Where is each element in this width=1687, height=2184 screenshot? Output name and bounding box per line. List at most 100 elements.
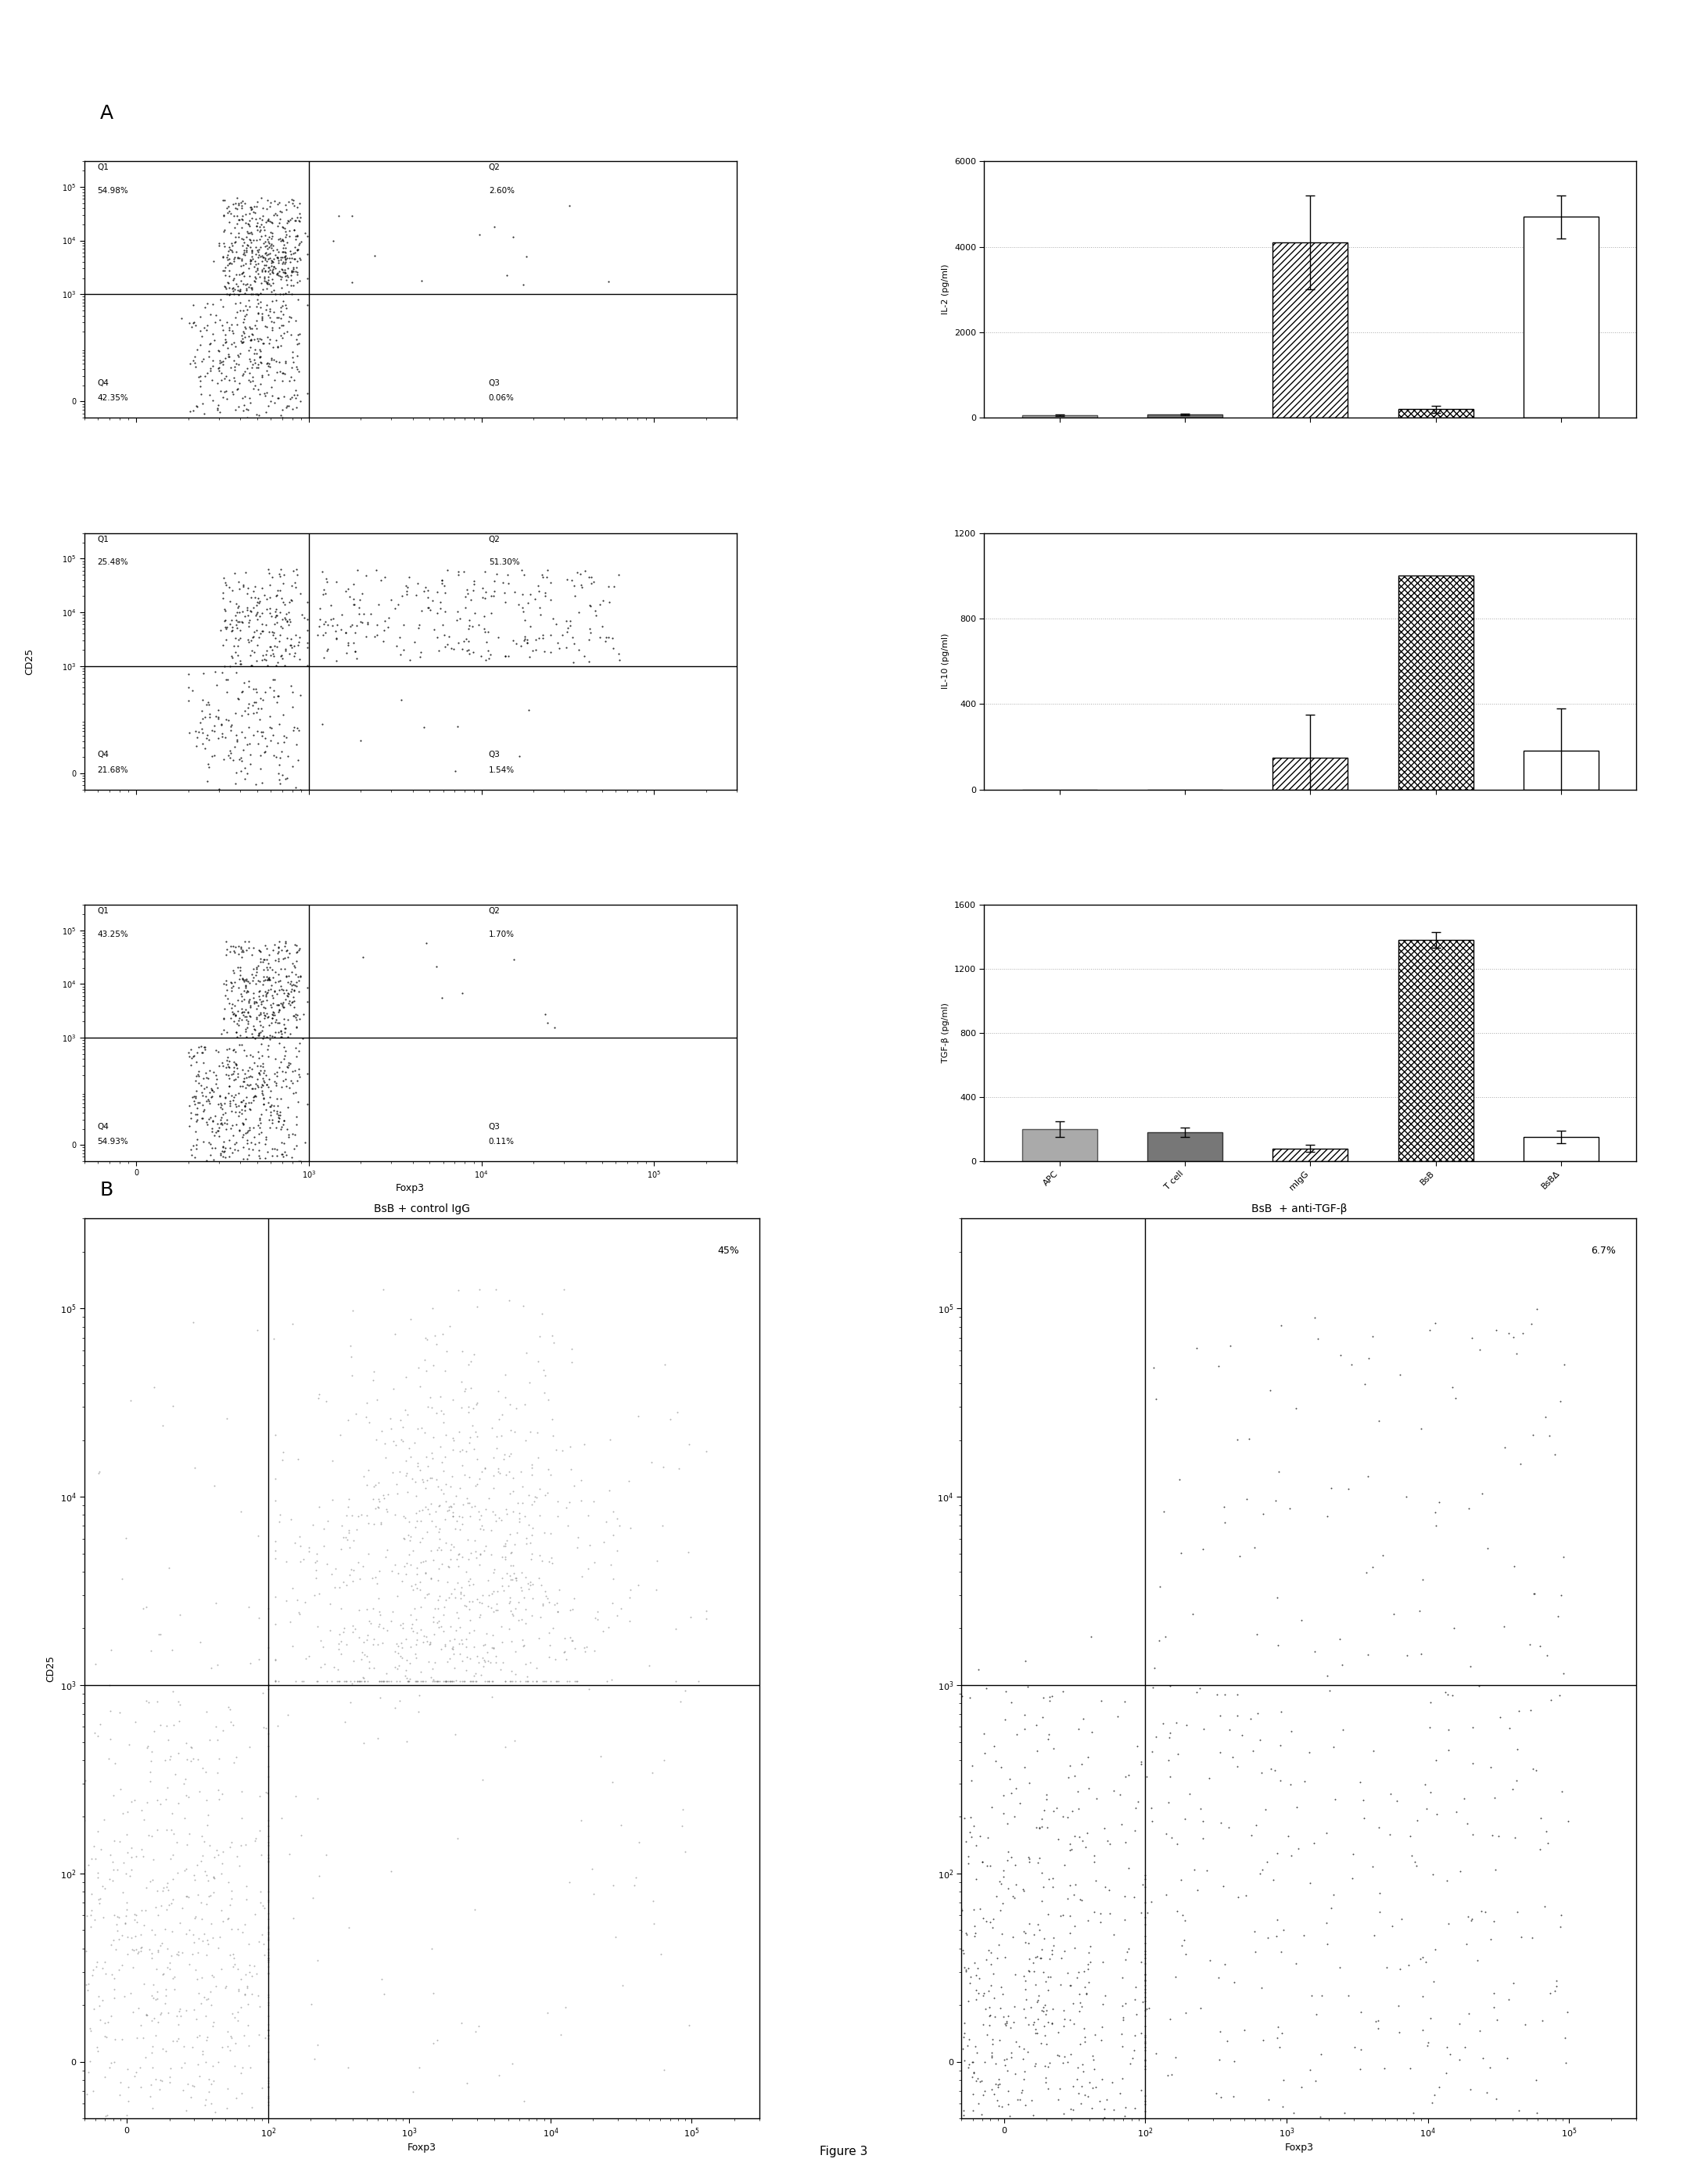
Point [172, 2092, 199, 2127]
Point [255, 319, 282, 354]
Point [511, 557, 538, 592]
Point [455, 631, 482, 666]
Point [941, 1896, 968, 1931]
Point [265, 957, 292, 992]
Point [238, 649, 265, 684]
Point [914, 1695, 941, 1730]
Point [849, 2123, 876, 2158]
Point [849, 1909, 876, 1944]
Point [1267, 1308, 1294, 1343]
Point [849, 1880, 876, 1915]
Point [175, 1817, 202, 1852]
Point [962, 1946, 989, 1981]
Point [268, 1147, 295, 1182]
Point [246, 1042, 273, 1077]
Point [1350, 1800, 1377, 1835]
Point [182, 1103, 209, 1138]
Point [592, 625, 619, 660]
Point [224, 605, 251, 640]
Point [61, 1797, 88, 1832]
Point [1517, 1693, 1544, 1728]
Point [1188, 2151, 1215, 2184]
Point [245, 1016, 272, 1051]
Point [224, 216, 251, 251]
Point [278, 1053, 305, 1088]
Point [476, 1664, 503, 1699]
Point [196, 2075, 223, 2110]
Point [464, 1581, 491, 1616]
Point [499, 622, 526, 657]
Point [268, 1125, 295, 1160]
Point [884, 1800, 911, 1835]
Point [268, 301, 295, 336]
Point [454, 1522, 481, 1557]
Point [849, 1928, 876, 1963]
Point [329, 1509, 356, 1544]
Point [199, 1861, 226, 1896]
Text: 54.98%: 54.98% [98, 188, 128, 194]
Point [891, 2088, 918, 2123]
Point [444, 594, 471, 629]
Point [272, 256, 299, 290]
Point [186, 1977, 213, 2011]
Point [246, 339, 273, 373]
Point [283, 352, 310, 387]
Point [432, 594, 459, 629]
Point [606, 636, 633, 670]
Point [1264, 2020, 1291, 2055]
Point [1478, 2180, 1505, 2184]
Point [1520, 1752, 1547, 1787]
Point [213, 306, 240, 341]
Point [641, 1907, 668, 1942]
Point [341, 616, 368, 651]
Point [206, 227, 233, 262]
Point [272, 1033, 299, 1068]
Point [238, 234, 265, 269]
Point [229, 358, 256, 393]
Point [994, 2042, 1021, 2077]
Point [261, 1057, 288, 1092]
Point [199, 1103, 226, 1138]
Point [297, 1987, 324, 2022]
Point [143, 2108, 170, 2143]
Point [897, 1714, 924, 1749]
Point [935, 1918, 962, 1952]
Point [250, 1072, 277, 1107]
Point [13, 1922, 40, 1957]
Point [228, 961, 255, 996]
Point [7, 2127, 34, 2162]
Point [280, 998, 307, 1033]
Point [670, 1791, 697, 1826]
Point [265, 1708, 292, 1743]
Point [346, 596, 373, 631]
Point [1171, 1802, 1198, 1837]
Point [557, 1592, 584, 1627]
Point [199, 1920, 226, 1955]
Point [165, 1994, 192, 2029]
Point [408, 1494, 435, 1529]
Point [449, 1627, 476, 1662]
Point [246, 260, 273, 295]
Point [449, 1433, 476, 1468]
Point [1550, 1540, 1577, 1575]
Point [265, 679, 292, 714]
Point [201, 1861, 228, 1896]
Point [123, 2020, 150, 2055]
Point [233, 2134, 260, 2169]
Point [1132, 2033, 1159, 2068]
Point [248, 1040, 275, 1075]
Point [496, 1455, 523, 1489]
Point [253, 1147, 280, 1182]
Point [228, 983, 255, 1018]
Point [260, 205, 287, 240]
Point [191, 1125, 218, 1160]
Point [67, 1863, 94, 1898]
Point [250, 1926, 277, 1961]
Point [1036, 1717, 1063, 1752]
Point [432, 618, 459, 653]
Point [267, 594, 294, 629]
Point [437, 1308, 464, 1343]
Point [1297, 2053, 1324, 2088]
Point [152, 2033, 179, 2068]
Point [248, 1116, 275, 1151]
